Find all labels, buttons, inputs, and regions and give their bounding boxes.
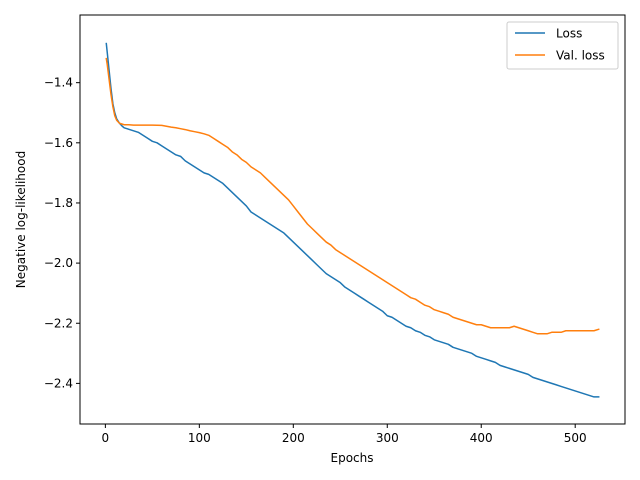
y-tick-label: −2.0 <box>44 256 73 270</box>
y-tick-label: −2.2 <box>44 316 73 330</box>
y-axis: −2.4 −2.2 −2.0 −1.8 −1.6 −1.4 <box>44 76 80 390</box>
series-layer <box>105 42 600 398</box>
x-tick-label: 300 <box>376 431 399 445</box>
x-tick-label: 100 <box>188 431 211 445</box>
series-line-loss <box>105 42 600 398</box>
x-tick-label: 200 <box>282 431 305 445</box>
y-tick-label: −1.6 <box>44 136 73 150</box>
x-axis: 0 100 200 300 400 500 <box>102 424 587 445</box>
y-axis-label: Negative log-likelihood <box>14 151 28 288</box>
series-line-val-loss <box>105 57 600 335</box>
y-tick-label: −1.8 <box>44 196 73 210</box>
x-tick-label: 400 <box>470 431 493 445</box>
y-tick-label: −2.4 <box>44 376 73 390</box>
legend-label-loss: Loss <box>556 27 582 41</box>
x-axis-label: Epochs <box>331 451 374 465</box>
y-tick-label: −1.4 <box>44 76 73 90</box>
x-tick-label: 0 <box>102 431 110 445</box>
legend-label-val-loss: Val. loss <box>556 49 605 63</box>
legend: Loss Val. loss <box>506 21 619 70</box>
x-tick-label: 500 <box>564 431 587 445</box>
axes-frame <box>79 14 626 425</box>
